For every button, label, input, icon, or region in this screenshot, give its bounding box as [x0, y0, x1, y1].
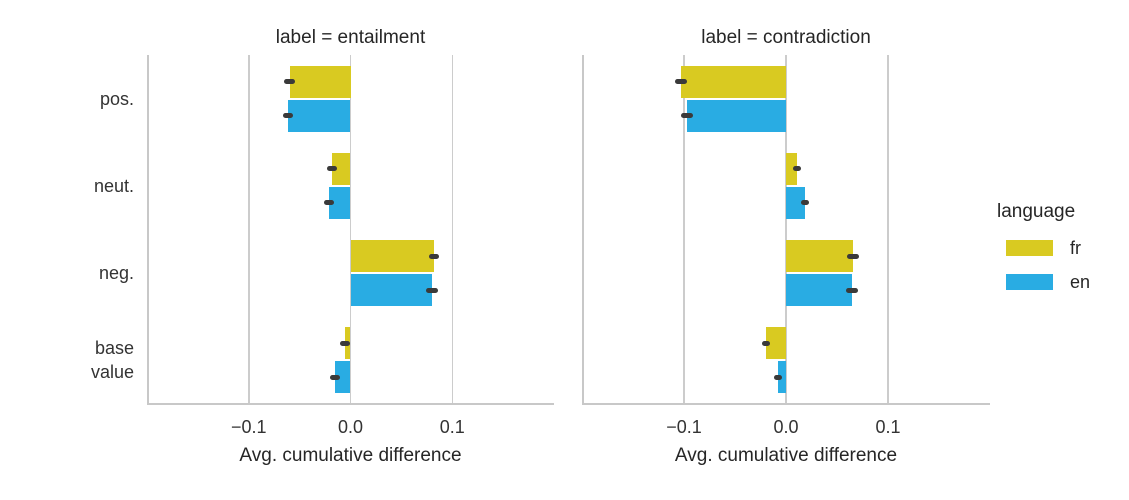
error-bar: [428, 253, 439, 259]
bar-fr-pos: [289, 65, 351, 98]
bar-fr-basevalue: [765, 327, 786, 360]
x-tick-label: 0.0: [337, 417, 364, 437]
error-bar: [773, 374, 782, 380]
x-axis-label-right: Avg. cumulative difference: [674, 445, 898, 466]
bar-en-basevalue: [335, 361, 351, 394]
x-tick-label: 0.0: [773, 417, 799, 437]
x-tick-label: −0.1: [666, 417, 702, 437]
panel-entailment: −0.1 0.0 0.1: [147, 55, 554, 437]
bar-en-neut: [786, 186, 806, 219]
bar-en-neut: [329, 186, 351, 219]
bar-fr-neut: [332, 152, 351, 185]
y-tick-label-basevalue: base value: [90, 338, 134, 383]
error-bar: [761, 340, 770, 346]
legend-swatch-en: [1006, 274, 1053, 290]
x-tick-label: 0.1: [875, 417, 901, 437]
error-bar: [674, 79, 687, 85]
bar-fr-pos: [680, 65, 786, 98]
bar-en-pos: [687, 99, 786, 132]
grid-line: [887, 55, 889, 404]
x-tick-label: −0.1: [231, 417, 267, 437]
panel-title-contradiction: label = contradiction: [701, 27, 871, 48]
grid-line: [248, 55, 250, 404]
legend-title: language: [997, 201, 1076, 222]
panel-contradiction: −0.1 0.0 0.1: [582, 55, 990, 437]
bar-en-neg: [350, 274, 432, 307]
x-axis-label-left: Avg. cumulative difference: [239, 445, 462, 466]
grid-line: [451, 55, 453, 404]
error-bar: [801, 200, 810, 206]
bar-en-neg: [786, 274, 853, 307]
left-spine: [582, 55, 584, 404]
error-bar: [340, 340, 351, 346]
error-bar: [680, 113, 694, 119]
grid-line: [683, 55, 685, 404]
x-tick-label: 0.1: [439, 417, 465, 437]
error-bar: [330, 374, 341, 380]
y-tick-label-pos: pos.: [99, 88, 134, 109]
bottom-spine: [582, 403, 990, 405]
error-bar: [324, 200, 335, 206]
error-bar: [327, 166, 338, 172]
left-spine: [147, 55, 149, 404]
bottom-spine: [147, 403, 554, 405]
y-tick-label-neg: neg.: [98, 263, 134, 284]
panel-title-entailment: label = entailment: [275, 27, 426, 48]
grid-line: [349, 55, 352, 404]
error-bar: [847, 253, 860, 259]
bar-fr-neut: [786, 152, 798, 185]
error-bar: [283, 113, 294, 119]
legend-label-fr: fr: [1070, 238, 1081, 258]
error-bar: [284, 79, 295, 85]
grid-line: [785, 55, 787, 404]
bar-en-pos: [288, 99, 351, 132]
bar-fr-neg: [350, 240, 434, 273]
error-bar: [425, 287, 438, 293]
error-bar: [846, 287, 859, 293]
legend-swatch-fr: [1006, 240, 1053, 256]
error-bar: [793, 166, 802, 172]
y-tick-label-neut: neut.: [93, 175, 134, 196]
bar-fr-neg: [786, 240, 854, 273]
legend-label-en: en: [1070, 272, 1091, 292]
